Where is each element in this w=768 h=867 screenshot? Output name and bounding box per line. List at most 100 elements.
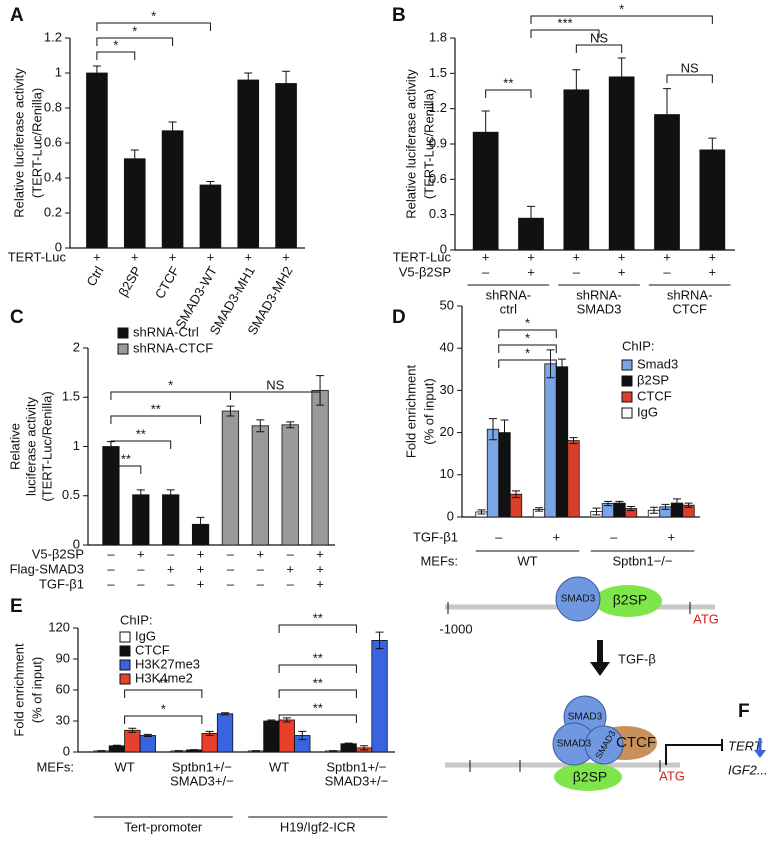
annotation: **: [313, 700, 323, 715]
bracket: [229, 391, 321, 400]
x-tick-label: Ctrl: [83, 264, 106, 289]
annotation: **: [313, 675, 323, 690]
bracket: [110, 440, 172, 449]
y-axis-label: Relative luciferase activity: [403, 69, 418, 219]
error-bar: [143, 733, 152, 737]
bar: [311, 389, 329, 546]
y-axis-label: Fold enrichment: [403, 365, 418, 459]
error-bar: [604, 500, 612, 507]
legend-label: H3K27me3: [135, 656, 200, 671]
y-tick-label: 120: [48, 619, 70, 634]
y-axis-label: (% of input): [29, 657, 44, 723]
error-bar: [546, 349, 555, 379]
y-tick-label: 0.9: [429, 135, 447, 150]
row-mark: CTCF: [672, 301, 707, 316]
y-tick-label: 60: [56, 681, 70, 696]
legend-swatch: [119, 673, 131, 685]
error-bar: [166, 489, 175, 501]
error-bar: [489, 418, 497, 441]
row-mark: +: [667, 529, 675, 544]
bracket: [96, 51, 136, 60]
annotation: NS: [590, 30, 608, 45]
row-mark: +: [93, 249, 101, 264]
error-bar: [174, 750, 183, 752]
bar: [371, 640, 388, 753]
error-bar: [221, 712, 230, 716]
bracket: [498, 344, 557, 353]
row-mark: +: [663, 249, 671, 264]
row-mark: Sptbn1+/−: [326, 759, 386, 774]
bar: [486, 428, 500, 518]
error-bar: [267, 719, 276, 723]
row-mark: ctrl: [500, 301, 517, 316]
row-mark: +: [316, 576, 324, 591]
annotation: *: [525, 330, 530, 345]
bracket: [124, 715, 203, 724]
row-label: TERT-Luc: [8, 249, 67, 264]
row-mark: SMAD3+/−: [325, 773, 389, 788]
y-tick-label: 30: [440, 382, 454, 397]
annotation: *: [161, 701, 166, 716]
bar: [124, 729, 141, 753]
row-mark: +: [709, 249, 717, 264]
y-tick-label: 0.6: [429, 171, 447, 186]
annotation: **: [136, 426, 146, 441]
error-bar: [206, 181, 215, 189]
y-tick-label: 30: [56, 712, 70, 727]
bracket: [278, 714, 357, 723]
row-mark: +: [316, 546, 324, 561]
legend-swatch: [119, 645, 131, 657]
error-bar: [708, 137, 717, 163]
panel-letter: D: [392, 307, 406, 328]
row-label: TERT-Luc: [393, 249, 452, 264]
annotation: NS: [681, 60, 699, 75]
panel-letter: C: [10, 307, 24, 328]
error-bar: [558, 358, 566, 375]
row-mark: +: [316, 561, 324, 576]
legend-swatch: [621, 407, 633, 419]
error-bar: [661, 503, 670, 510]
error-bar: [527, 205, 535, 231]
error-bar: [282, 70, 291, 97]
row-mark: +: [527, 249, 535, 264]
bracket: [96, 37, 174, 46]
bar: [161, 130, 184, 249]
row-mark: +: [244, 249, 252, 264]
row-mark: +: [169, 249, 177, 264]
error-bar: [344, 742, 353, 745]
smad3: SMAD3: [561, 594, 596, 605]
bar: [275, 83, 297, 249]
row-mark: shRNA-: [576, 287, 622, 302]
bracket: [485, 89, 532, 98]
b2sp: β2SP: [613, 592, 648, 608]
annotation: *: [151, 8, 156, 23]
panel-letter: F: [738, 701, 750, 722]
row-mark: –: [137, 561, 145, 576]
bar: [201, 733, 218, 753]
error-bar: [196, 516, 205, 532]
error-bar: [251, 750, 260, 752]
y-tick-label: 0: [55, 239, 62, 254]
y-axis-label: (TERT-Luc/Renilla): [29, 88, 44, 198]
legend-label: shRNA-Ctrl: [133, 324, 199, 339]
error-bar: [256, 419, 265, 433]
error-bar: [684, 502, 693, 508]
legend-label: Smad3: [637, 356, 678, 371]
annotation: ***: [557, 15, 572, 30]
bar: [699, 149, 726, 251]
error-bar: [500, 419, 509, 446]
annotation: *: [525, 345, 530, 360]
y-axis-label: Relative: [7, 423, 22, 470]
legend-label: IgG: [135, 628, 156, 643]
y-tick-label: 1.5: [62, 389, 80, 404]
bar: [86, 72, 108, 249]
row-mark: +: [137, 546, 145, 561]
y-tick-label: 40: [440, 340, 454, 355]
bar: [281, 424, 299, 546]
row-mark: –: [573, 264, 581, 279]
row-mark: +: [573, 249, 581, 264]
row-mark: shRNA-: [486, 287, 532, 302]
row-mark: +: [207, 249, 215, 264]
row-mark: –: [107, 546, 115, 561]
y-tick-label: 2: [73, 339, 80, 354]
